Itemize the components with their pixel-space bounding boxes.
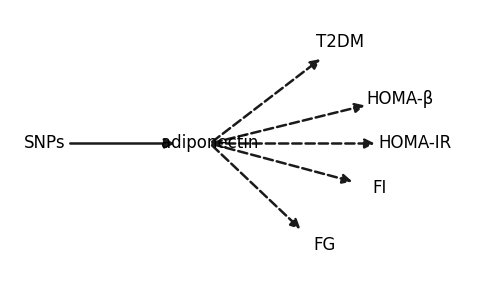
Text: HOMA-IR: HOMA-IR (378, 135, 452, 152)
Text: T2DM: T2DM (316, 33, 364, 51)
Text: FG: FG (314, 236, 336, 254)
Text: HOMA-β: HOMA-β (366, 90, 434, 108)
Text: adiponectin: adiponectin (162, 135, 258, 152)
Text: FI: FI (373, 179, 387, 197)
Text: SNPs: SNPs (24, 135, 66, 152)
